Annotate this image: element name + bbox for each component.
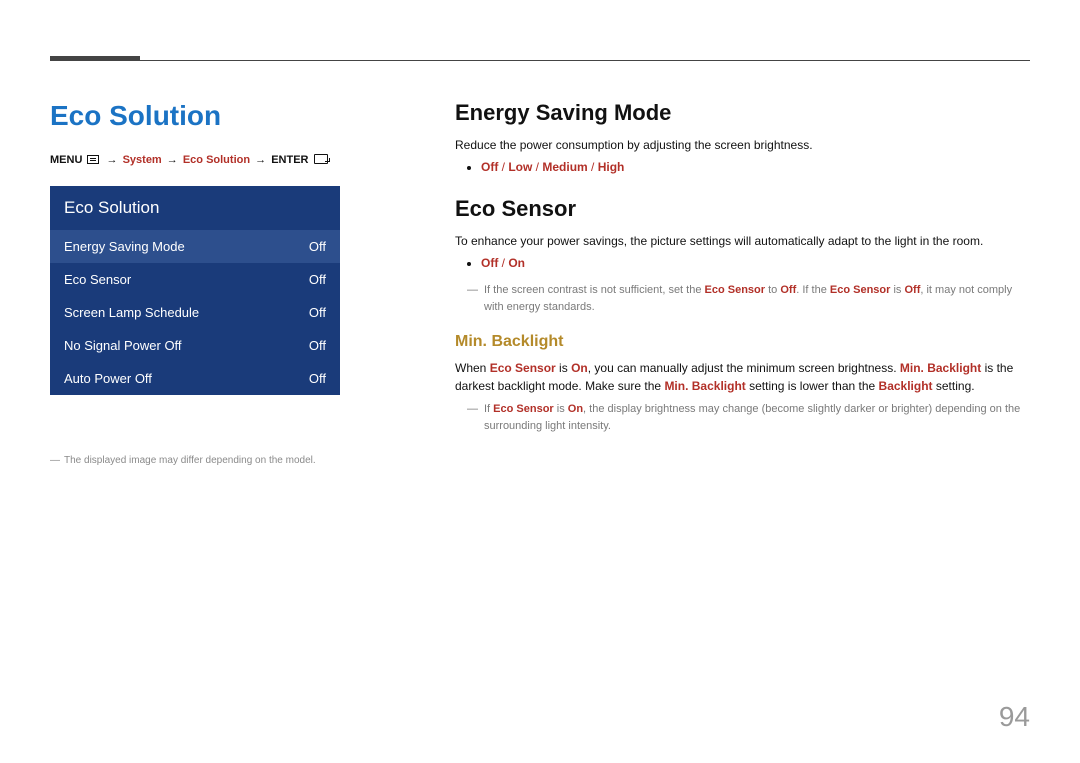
note-body: If Eco Sensor is On, the display brightn… <box>484 401 1030 434</box>
option-sep: / <box>498 160 508 174</box>
note-text: If <box>484 403 493 415</box>
option-high: High <box>598 160 625 174</box>
menu-item-value: Off <box>309 272 326 287</box>
footnote-dash: ― <box>50 455 64 466</box>
esm-options: Off / Low / Medium / High <box>481 160 624 174</box>
menu-item-label: No Signal Power Off <box>64 338 182 353</box>
t: setting. <box>933 379 975 393</box>
page-number: 94 <box>999 701 1030 733</box>
ecs-description: To enhance your power savings, the pictu… <box>455 232 1030 250</box>
breadcrumb-arrow: → <box>253 154 268 166</box>
menu-item-value: Off <box>309 371 326 386</box>
footnote-text: The displayed image may differ depending… <box>64 455 316 466</box>
menu-item-label: Screen Lamp Schedule <box>64 305 199 320</box>
t-eco-sensor: Eco Sensor <box>490 361 556 375</box>
esm-description: Reduce the power consumption by adjustin… <box>455 136 1030 154</box>
note-off: Off <box>780 284 796 296</box>
t: , you can manually adjust the minimum sc… <box>588 361 900 375</box>
note-off: Off <box>904 284 920 296</box>
option-off: Off <box>481 160 498 174</box>
ecs-options: Off / On <box>481 256 525 270</box>
option-off: Off <box>481 256 498 270</box>
osd-menu: Eco Solution Energy Saving Mode Off Eco … <box>50 186 340 395</box>
option-sep: / <box>532 160 542 174</box>
note-text: . If the <box>796 284 830 296</box>
osd-menu-item-no-signal-power-off[interactable]: No Signal Power Off Off <box>50 329 340 362</box>
note-eco-sensor: Eco Sensor <box>830 284 891 296</box>
osd-menu-item-energy-saving-mode[interactable]: Energy Saving Mode Off <box>50 230 340 263</box>
option-sep: / <box>588 160 598 174</box>
t: setting is lower than the <box>746 379 879 393</box>
page-title: Eco Solution <box>50 100 350 132</box>
minb-note: ― If Eco Sensor is On, the display brigh… <box>467 401 1030 434</box>
option-low: Low <box>508 160 532 174</box>
section-title-eco-sensor: Eco Sensor <box>455 196 1030 222</box>
t-on: On <box>571 361 588 375</box>
breadcrumb-enter-label: ENTER <box>271 154 308 166</box>
option-sep: / <box>498 256 508 270</box>
menu-item-label: Energy Saving Mode <box>64 239 185 254</box>
right-column: Energy Saving Mode Reduce the power cons… <box>455 100 1030 442</box>
breadcrumb-arrow: → <box>105 154 120 166</box>
bullet-dot-icon <box>467 262 471 266</box>
breadcrumb-menu-label: MENU <box>50 154 82 166</box>
osd-menu-item-screen-lamp-schedule[interactable]: Screen Lamp Schedule Off <box>50 296 340 329</box>
left-column: Eco Solution MENU → System → Eco Solutio… <box>50 100 350 466</box>
menu-item-value: Off <box>309 338 326 353</box>
breadcrumb-system: System <box>123 154 162 166</box>
t: When <box>455 361 490 375</box>
osd-menu-item-auto-power-off[interactable]: Auto Power Off Off <box>50 362 340 395</box>
section-title-energy-saving-mode: Energy Saving Mode <box>455 100 1030 126</box>
breadcrumb-arrow: → <box>165 154 180 166</box>
menu-item-value: Off <box>309 305 326 320</box>
note-dash: ― <box>467 401 484 418</box>
t: is <box>556 361 571 375</box>
model-disclaimer-note: ―The displayed image may differ dependin… <box>50 455 350 466</box>
menu-icon <box>87 155 99 164</box>
osd-menu-item-eco-sensor[interactable]: Eco Sensor Off <box>50 263 340 296</box>
option-medium: Medium <box>542 160 587 174</box>
note-dash: ― <box>467 282 484 299</box>
sub-title-min-backlight: Min. Backlight <box>455 333 563 351</box>
note-on: On <box>568 403 583 415</box>
option-on: On <box>508 256 525 270</box>
bullet-dot-icon <box>467 166 471 170</box>
header-rule <box>50 60 1030 61</box>
ecs-options-bullet: Off / On <box>467 256 1030 270</box>
minb-description: When Eco Sensor is On, you can manually … <box>455 359 1030 395</box>
t-min-backlight: Min. Backlight <box>900 361 981 375</box>
note-text: If the screen contrast is not sufficient… <box>484 284 705 296</box>
menu-item-label: Auto Power Off <box>64 371 152 386</box>
note-text: to <box>765 284 780 296</box>
note-text: is <box>890 284 904 296</box>
breadcrumb: MENU → System → Eco Solution → ENTER <box>50 154 350 166</box>
note-eco-sensor: Eco Sensor <box>705 284 766 296</box>
note-text: is <box>554 403 568 415</box>
ecs-note: ― If the screen contrast is not sufficie… <box>467 282 1030 315</box>
enter-icon <box>314 154 328 164</box>
note-body: If the screen contrast is not sufficient… <box>484 282 1030 315</box>
t-backlight: Backlight <box>879 379 933 393</box>
menu-item-label: Eco Sensor <box>64 272 131 287</box>
page: Eco Solution MENU → System → Eco Solutio… <box>0 0 1080 763</box>
esm-options-bullet: Off / Low / Medium / High <box>467 160 1030 174</box>
t-min-backlight: Min. Backlight <box>664 379 745 393</box>
note-eco-sensor: Eco Sensor <box>493 403 554 415</box>
breadcrumb-eco-solution: Eco Solution <box>183 154 250 166</box>
osd-menu-header: Eco Solution <box>50 186 340 230</box>
menu-item-value: Off <box>309 239 326 254</box>
